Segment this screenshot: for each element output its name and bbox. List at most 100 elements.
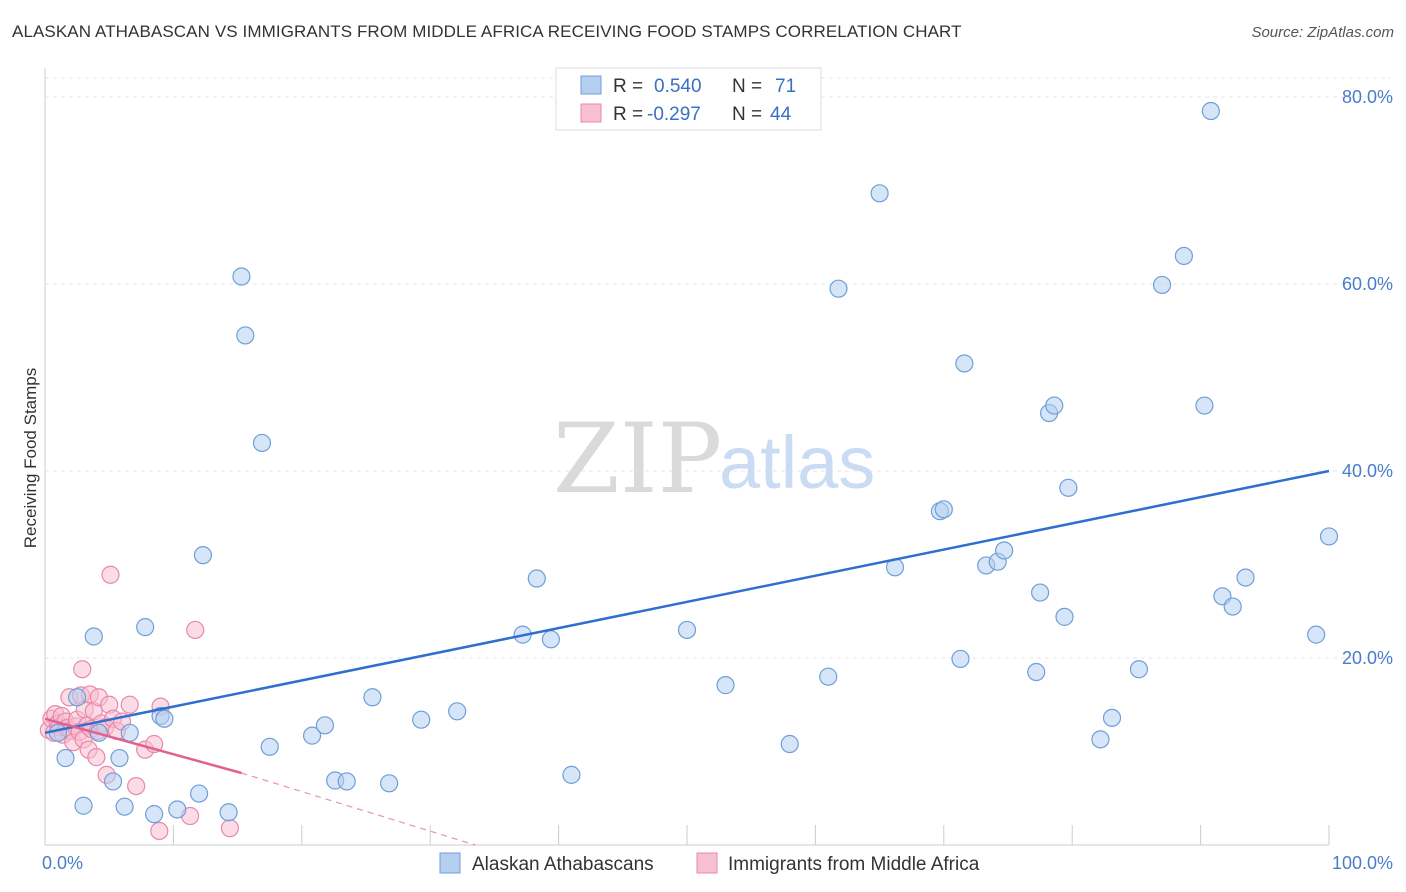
series-alaskan-athabascans bbox=[48, 101, 1339, 824]
middle-africa-point-42 bbox=[186, 620, 205, 640]
athabascan-point-38 bbox=[829, 279, 848, 298]
athabascan-point-56 bbox=[1129, 660, 1149, 679]
athabascan-point-20 bbox=[252, 433, 272, 453]
y-axis-label: Receiving Food Stamps bbox=[21, 368, 40, 548]
legend-swatch-middle-africa bbox=[696, 852, 718, 874]
athabascan-point-14 bbox=[168, 800, 187, 819]
athabascan-point-37 bbox=[819, 667, 838, 686]
athabascan-point-51 bbox=[1045, 396, 1064, 415]
athabascan-point-16 bbox=[193, 546, 213, 565]
y-tick-label-80: 80.0% bbox=[1342, 87, 1393, 107]
legend-n-value-2: 44 bbox=[770, 104, 792, 125]
middle-africa-point-25 bbox=[87, 748, 106, 767]
athabascan-point-59 bbox=[1195, 396, 1214, 415]
y-tick-labels: 20.0% 40.0% 60.0% 80.0% bbox=[1342, 87, 1393, 668]
athabascan-point-58 bbox=[1174, 246, 1194, 266]
athabascan-point-43 bbox=[951, 649, 970, 669]
source-label: Source: ZipAtlas.com bbox=[1251, 24, 1394, 41]
athabascan-point-0 bbox=[48, 723, 67, 742]
athabascan-point-64 bbox=[1307, 625, 1326, 644]
athabascan-point-27 bbox=[380, 774, 399, 793]
athabascan-point-36 bbox=[780, 734, 799, 754]
athabascan-point-28 bbox=[412, 710, 431, 729]
legend-r-label-1: R = bbox=[613, 76, 643, 97]
athabascan-point-21 bbox=[260, 737, 279, 756]
athabascan-point-26 bbox=[363, 688, 382, 707]
athabascan-point-18 bbox=[232, 267, 251, 286]
athabascan-point-33 bbox=[562, 765, 581, 784]
athabascan-point-25 bbox=[337, 772, 356, 791]
athabascan-point-39 bbox=[870, 184, 889, 203]
athabascan-point-23 bbox=[315, 716, 335, 735]
watermark: ZIP atlas bbox=[553, 403, 875, 515]
middle-africa-point-43 bbox=[220, 819, 239, 838]
athabascan-point-1 bbox=[56, 748, 75, 768]
legend-r-label-2: R = bbox=[613, 104, 643, 125]
middle-africa-point-36 bbox=[127, 776, 146, 796]
athabascan-point-2 bbox=[67, 688, 87, 707]
athabascan-point-13 bbox=[155, 709, 174, 728]
y-tick-label-60: 60.0% bbox=[1342, 274, 1393, 294]
athabascan-point-65 bbox=[1319, 527, 1339, 546]
athabascan-point-57 bbox=[1152, 275, 1172, 295]
athabascan-point-17 bbox=[219, 803, 238, 822]
watermark-zip: ZIP bbox=[553, 403, 722, 515]
athabascan-point-7 bbox=[110, 748, 129, 768]
legend-n-label-2: N = bbox=[732, 104, 762, 125]
athabascan-point-11 bbox=[145, 805, 164, 824]
athabascan-point-22 bbox=[302, 726, 322, 745]
athabascan-point-44 bbox=[955, 354, 974, 373]
athabascan-point-10 bbox=[136, 618, 155, 637]
athabascan-trend-line bbox=[44, 469, 1330, 735]
middle-africa-point-44 bbox=[101, 565, 120, 584]
middle-africa-point-39 bbox=[150, 821, 169, 841]
athabascan-point-53 bbox=[1059, 478, 1078, 497]
legend-swatch-athabascans bbox=[439, 852, 461, 874]
legend-label-athabascans: Alaskan Athabascans bbox=[472, 854, 654, 875]
athabascan-point-63 bbox=[1236, 568, 1255, 587]
legend-n-label-1: N = bbox=[732, 76, 762, 97]
legend-swatch-blue bbox=[580, 75, 602, 95]
grid-lines bbox=[45, 77, 1390, 659]
athabascan-point-48 bbox=[1027, 662, 1046, 682]
athabascan-point-32 bbox=[541, 630, 560, 649]
athabascan-point-4 bbox=[84, 627, 103, 646]
x-tick-labels: 0.0% 100.0% bbox=[42, 853, 1393, 873]
legend-label-middle-africa: Immigrants from Middle Africa bbox=[728, 854, 980, 875]
athabascan-point-42 bbox=[934, 500, 953, 519]
athabascan-point-54 bbox=[1091, 730, 1110, 749]
athabascan-point-55 bbox=[1102, 708, 1122, 727]
athabascan-point-3 bbox=[74, 796, 93, 815]
athabascan-point-47 bbox=[995, 541, 1014, 560]
athabascan-point-60 bbox=[1201, 101, 1220, 121]
middle-africa-trend-line bbox=[44, 717, 242, 775]
x-tick-label-0: 0.0% bbox=[42, 853, 83, 873]
athabascan-point-49 bbox=[1030, 583, 1050, 602]
x-tick-label-100: 100.0% bbox=[1332, 853, 1393, 873]
chart-title: ALASKAN ATHABASCAN VS IMMIGRANTS FROM MI… bbox=[12, 22, 962, 41]
series-legend: Alaskan Athabascans Immigrants from Midd… bbox=[439, 852, 980, 875]
legend-r-value-2: -0.297 bbox=[647, 104, 701, 125]
middle-africa-trend-extension bbox=[241, 772, 476, 846]
correlation-legend: R = 0.540 N = 71 R = -0.297 N = 44 bbox=[555, 67, 822, 131]
athabascan-point-62 bbox=[1223, 597, 1242, 616]
athabascan-point-34 bbox=[677, 620, 697, 640]
athabascan-point-19 bbox=[236, 326, 255, 345]
middle-africa-point-17 bbox=[73, 660, 92, 679]
legend-swatch-pink bbox=[580, 103, 602, 123]
legend-r-value-1: 0.540 bbox=[654, 76, 702, 97]
athabascan-point-52 bbox=[1055, 607, 1074, 626]
trend-lines bbox=[44, 469, 1330, 846]
athabascan-point-6 bbox=[103, 772, 123, 791]
y-tick-label-40: 40.0% bbox=[1342, 461, 1393, 481]
athabascan-point-9 bbox=[120, 723, 139, 742]
watermark-atlas: atlas bbox=[719, 421, 875, 504]
y-tick-label-20: 20.0% bbox=[1342, 648, 1393, 668]
middle-africa-point-35 bbox=[120, 695, 139, 714]
athabascan-point-29 bbox=[448, 702, 467, 721]
athabascan-point-31 bbox=[527, 569, 546, 588]
athabascan-point-8 bbox=[115, 797, 134, 816]
legend-n-value-1: 71 bbox=[775, 76, 796, 97]
athabascan-point-15 bbox=[189, 784, 209, 803]
